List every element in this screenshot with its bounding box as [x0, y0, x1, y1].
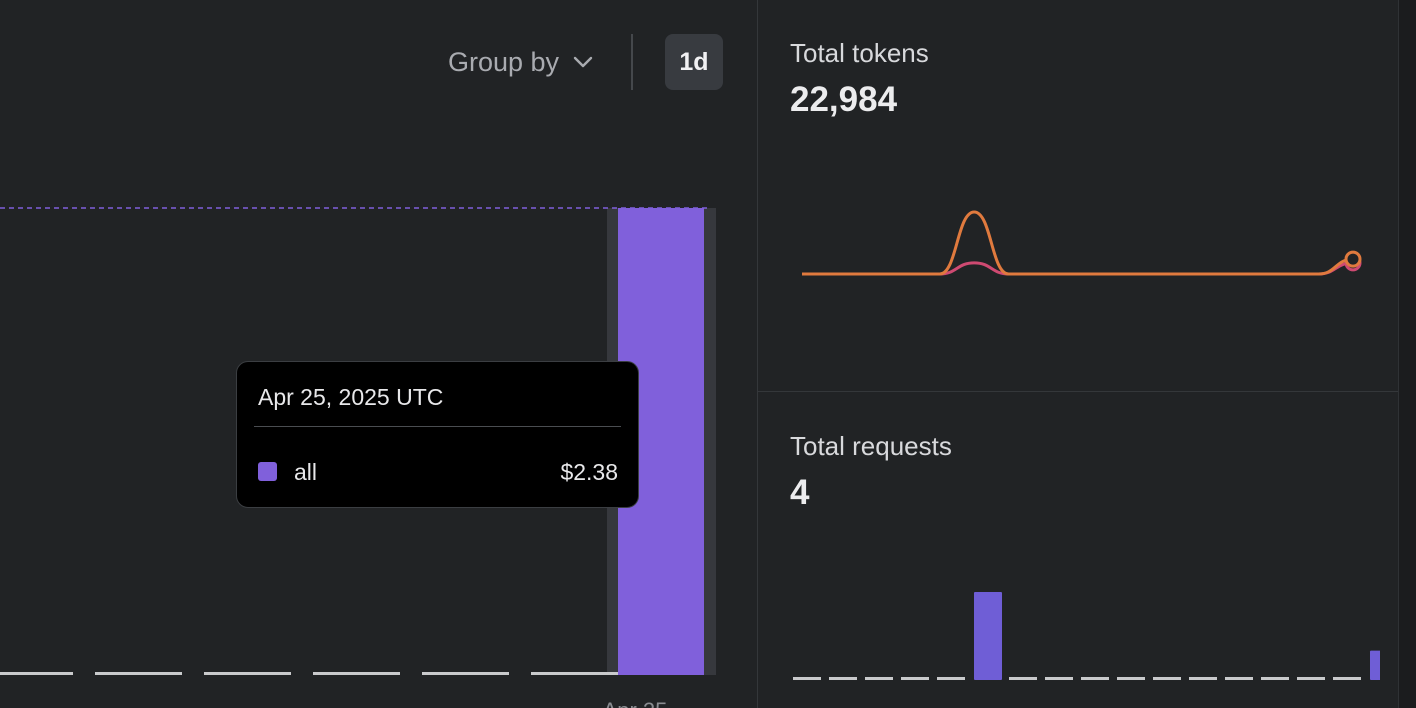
- request-bar-zero: [1009, 677, 1037, 680]
- group-by-label: Group by: [448, 46, 560, 77]
- request-bar: [974, 592, 1002, 680]
- bar-zero: [204, 672, 291, 675]
- requests-card-value: 4: [790, 473, 810, 512]
- range-1d-button[interactable]: 1d: [665, 34, 723, 90]
- bar-zero: [0, 672, 73, 675]
- request-bar-zero: [1297, 677, 1325, 680]
- cost-chart-panel: Group by 1d Apr 25 Apr 25, 2025 UTC all …: [0, 34, 723, 708]
- request-bar-zero: [1333, 677, 1361, 680]
- panel-divider: [757, 0, 758, 708]
- tokens-series-line: [802, 261, 1354, 276]
- toolbar-separator: [631, 34, 633, 90]
- request-bar-zero: [937, 677, 965, 680]
- tokens-card-title: Total tokens: [790, 38, 929, 68]
- request-bar: [1370, 650, 1380, 680]
- chart-tooltip: Apr 25, 2025 UTC all $2.38: [236, 361, 639, 508]
- request-bar-zero: [1189, 677, 1217, 680]
- group-by-dropdown[interactable]: Group by: [448, 44, 595, 80]
- request-bar-zero: [901, 677, 929, 680]
- requests-bar-chart: [793, 592, 1380, 680]
- scrollbar-track[interactable]: [1398, 0, 1416, 708]
- tokens-series-endpoint: [1344, 250, 1362, 268]
- request-bar-zero: [1225, 677, 1253, 680]
- request-bar-zero: [793, 677, 821, 680]
- cost-bar-chart: Apr 25: [0, 207, 716, 708]
- requests-card-title: Total requests: [790, 431, 952, 461]
- x-tick-label: Apr 25: [603, 698, 668, 708]
- request-bar-zero: [1261, 677, 1289, 680]
- bar-zero: [422, 672, 509, 675]
- tooltip-series-value: $2.38: [560, 459, 618, 485]
- request-bar-zero: [1045, 677, 1073, 680]
- tokens-sparkline: [802, 210, 1362, 276]
- request-bar-zero: [865, 677, 893, 680]
- bar-zero: [313, 672, 400, 675]
- tooltip-date: Apr 25, 2025 UTC: [258, 384, 444, 410]
- tokens-card-value: 22,984: [790, 80, 898, 119]
- tooltip-divider: [254, 426, 621, 427]
- chevron-down-icon: [573, 56, 593, 68]
- request-bar-zero: [1117, 677, 1145, 680]
- bar-zero: [531, 672, 618, 675]
- card-divider: [758, 391, 1398, 392]
- tooltip-series-label: all: [294, 459, 318, 485]
- request-bar-zero: [829, 677, 857, 680]
- tooltip-series-swatch: [258, 462, 277, 481]
- bar-zero: [95, 672, 182, 675]
- request-bar-zero: [1081, 677, 1109, 680]
- request-bar-zero: [1153, 677, 1181, 680]
- tokens-series-line: [802, 210, 1354, 276]
